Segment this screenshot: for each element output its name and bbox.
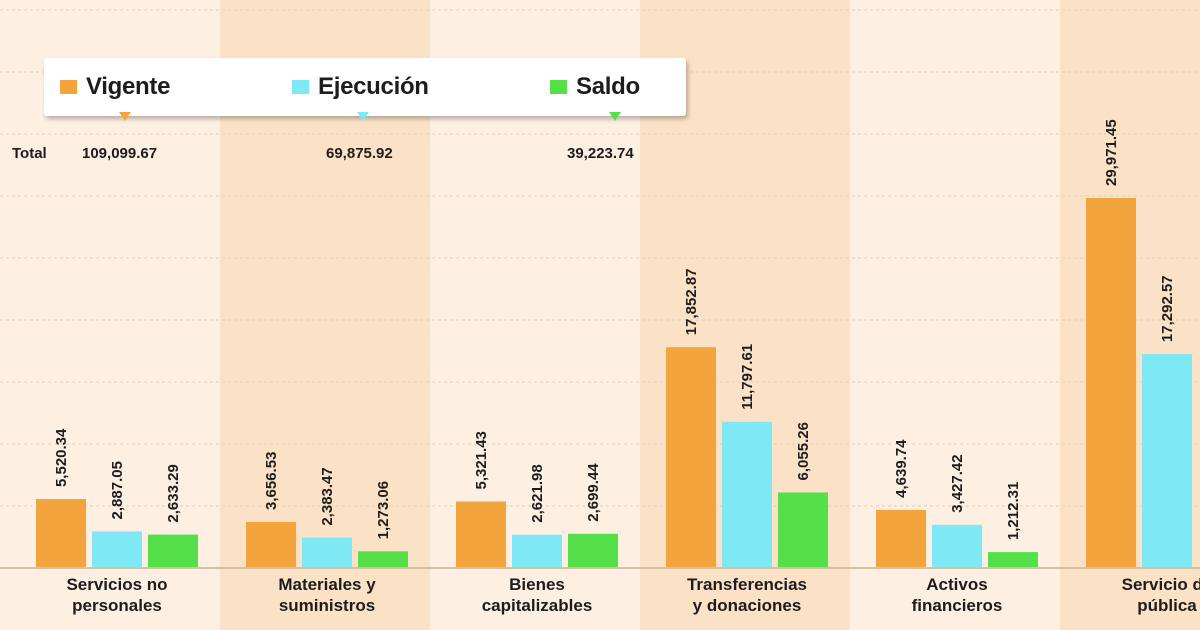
category-label: suministros [279, 596, 375, 615]
category-label: personales [72, 596, 162, 615]
total-saldo: 39,223.74 [567, 145, 634, 162]
data-label: 17,292.57 [1159, 275, 1176, 342]
bar [358, 551, 408, 567]
bar [876, 509, 926, 567]
category-label: y donaciones [693, 596, 802, 615]
legend-swatch-ejecucion [292, 80, 309, 94]
bar [568, 533, 618, 567]
bar [92, 531, 142, 567]
legend-item-saldo: Saldo [550, 73, 640, 101]
data-label: 4,639.74 [893, 439, 910, 498]
legend-label-vigente: Vigente [86, 73, 171, 100]
bars [36, 198, 1192, 567]
bar [778, 492, 828, 567]
category-label: Activos [926, 575, 987, 594]
data-label: 1,273.06 [375, 481, 392, 539]
total-ejecucion: 69,875.92 [326, 145, 393, 162]
legend-item-vigente: Vigente [60, 73, 170, 101]
data-label: 3,427.42 [949, 454, 966, 512]
bar [302, 537, 352, 567]
bar [1142, 354, 1192, 567]
bar [246, 521, 296, 567]
total-label: Total [12, 145, 47, 162]
category-label: Servicios no [66, 575, 167, 594]
data-label: 2,621.98 [529, 464, 546, 522]
legend-pointer-vigente [119, 112, 131, 121]
bar [148, 534, 198, 567]
legend-swatch-vigente [60, 80, 77, 94]
data-label: 17,852.87 [683, 268, 700, 335]
data-label: 2,383.47 [319, 467, 336, 525]
bar [1086, 198, 1136, 567]
data-label: 29,971.45 [1103, 119, 1120, 186]
legend-label-saldo: Saldo [576, 73, 640, 100]
bar [512, 534, 562, 567]
category-label: Servicio de [1122, 575, 1200, 594]
bar [988, 552, 1038, 567]
legend-label-ejecucion: Ejecución [318, 73, 429, 100]
data-label: 1,212.31 [1005, 482, 1022, 540]
bar [722, 421, 772, 567]
data-label: 3,656.53 [263, 452, 280, 510]
data-label: 6,055.26 [795, 422, 812, 480]
bar [666, 347, 716, 567]
data-label: 5,520.34 [53, 428, 70, 487]
data-label: 5,321.43 [473, 431, 490, 489]
category-label: Materiales y [278, 575, 376, 594]
data-label: 2,887.05 [109, 461, 126, 519]
category-label: pública [1137, 596, 1197, 615]
data-label: 11,797.61 [739, 344, 756, 410]
data-label: 2,633.29 [165, 464, 182, 522]
bar [456, 501, 506, 567]
data-label: 2,699.44 [585, 463, 602, 522]
category-label: capitalizables [482, 596, 593, 615]
legend: Vigente Ejecución Saldo [44, 58, 686, 116]
category-label: Bienes [509, 575, 565, 594]
legend-pointer-ejecucion [357, 112, 369, 121]
legend-pointer-saldo [609, 112, 621, 121]
gridlines [0, 9, 1200, 569]
data-labels: 5,520.34 3,656.53 5,321.43 17,852.87 4,639.7… [53, 119, 1176, 540]
bar [36, 499, 86, 567]
legend-item-ejecucion: Ejecución [292, 73, 429, 101]
legend-swatch-saldo [550, 80, 567, 94]
category-labels: Servicios no personales Materiales y sumini… [66, 575, 1200, 615]
bar [932, 524, 982, 567]
total-vigente: 109,099.67 [82, 145, 158, 162]
category-label: financieros [912, 596, 1003, 615]
category-label: Transferencias [687, 575, 807, 594]
